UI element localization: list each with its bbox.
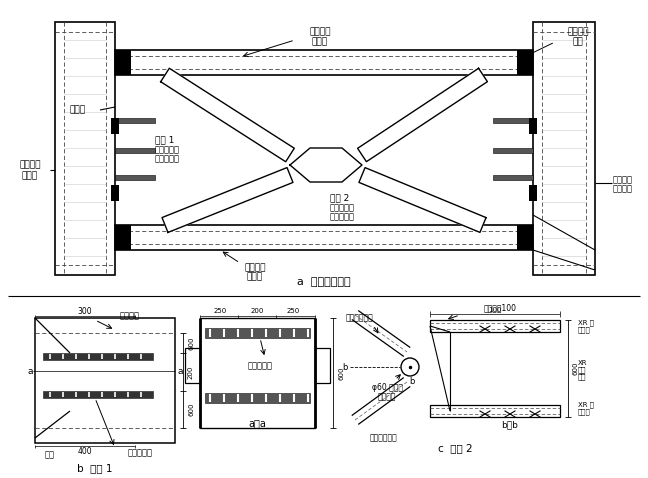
Text: 焊后: 焊后	[578, 367, 586, 373]
Bar	[115, 50, 533, 75]
Text: c  节点 2: c 节点 2	[437, 443, 472, 453]
Text: 节点 2: 节点 2	[330, 194, 349, 203]
Bar	[493, 148, 533, 153]
Text: 外筒框架: 外筒框架	[19, 161, 41, 170]
Text: 后磨平: 后磨平	[578, 409, 591, 415]
Bar	[205, 393, 310, 403]
Text: 钢管柱: 钢管柱	[22, 172, 38, 181]
Text: 600: 600	[338, 366, 344, 380]
Polygon shape	[162, 168, 293, 232]
Text: 现场焊缝100: 现场焊缝100	[483, 304, 516, 313]
Text: 虚交点: 虚交点	[70, 106, 86, 115]
Polygon shape	[359, 168, 486, 232]
Text: a: a	[177, 367, 183, 376]
Text: 伸臂桁架腹: 伸臂桁架腹	[330, 204, 355, 213]
Bar	[115, 225, 533, 250]
Text: 300: 300	[78, 306, 92, 315]
Text: 后磨平: 后磨平	[578, 326, 591, 333]
Text: 临时连接板: 临时连接板	[128, 448, 152, 457]
Text: a－a: a－a	[248, 418, 266, 428]
Bar	[200, 318, 315, 428]
Text: b－b: b－b	[502, 421, 518, 430]
Bar	[533, 22, 595, 275]
Bar	[315, 348, 330, 383]
Text: 伸臂桁架弦: 伸臂桁架弦	[155, 145, 180, 154]
Bar	[185, 348, 200, 383]
Text: b: b	[410, 378, 415, 387]
Text: a: a	[27, 367, 33, 376]
Text: 伸臂桁架
上弦杆: 伸臂桁架 上弦杆	[309, 27, 330, 47]
Text: 600: 600	[188, 336, 194, 350]
Bar	[529, 185, 537, 201]
Text: 销轴连接: 销轴连接	[378, 392, 396, 402]
Text: XR 焊: XR 焊	[578, 402, 594, 408]
Bar	[115, 175, 155, 180]
Text: b  节点 1: b 节点 1	[77, 463, 113, 473]
Polygon shape	[290, 148, 362, 182]
Text: 磨平: 磨平	[578, 374, 586, 380]
Text: 200: 200	[250, 308, 264, 314]
Text: 架钢管柱: 架钢管柱	[613, 185, 633, 194]
Text: 400: 400	[78, 446, 92, 456]
Text: XR 焊: XR 焊	[578, 320, 594, 326]
Text: 现场连接
焊缝: 现场连接 焊缝	[567, 27, 589, 47]
Bar	[517, 225, 533, 250]
Text: 柱壁: 柱壁	[45, 450, 55, 459]
Text: 600: 600	[188, 403, 194, 416]
Bar	[111, 118, 119, 134]
Bar	[35, 318, 175, 443]
Bar	[517, 50, 533, 75]
Bar	[493, 118, 533, 123]
Text: 100: 100	[488, 307, 502, 313]
Bar	[205, 328, 310, 338]
Text: 下弦杆: 下弦杆	[247, 272, 263, 282]
Bar	[529, 118, 537, 134]
Bar	[430, 320, 560, 332]
Text: 杆临时连接: 杆临时连接	[330, 213, 355, 221]
Polygon shape	[161, 68, 294, 162]
Text: φ60 的销轴: φ60 的销轴	[371, 383, 402, 392]
Polygon shape	[358, 68, 487, 162]
Bar	[43, 391, 153, 398]
Bar	[430, 405, 560, 417]
Bar	[115, 148, 155, 153]
Text: 杆临时连接: 杆临时连接	[155, 154, 180, 163]
Circle shape	[401, 358, 419, 376]
Text: 核心简框: 核心简框	[613, 175, 633, 185]
Text: 节点 1: 节点 1	[155, 135, 174, 144]
Text: 现场焊缝: 现场焊缝	[120, 312, 140, 321]
Text: 伸臂桁架弦杆: 伸臂桁架弦杆	[346, 314, 374, 323]
Bar	[115, 118, 155, 123]
Text: 伸臂桁架腹杆: 伸臂桁架腹杆	[369, 434, 397, 443]
Bar	[115, 225, 131, 250]
Text: XR: XR	[578, 360, 588, 366]
Text: 伸臂桁架: 伸臂桁架	[244, 263, 266, 272]
Text: b: b	[343, 362, 348, 371]
Text: 250: 250	[213, 308, 227, 314]
Bar	[115, 50, 131, 75]
Text: 临时连接板: 临时连接板	[248, 361, 273, 370]
Text: 600: 600	[572, 361, 578, 375]
Bar	[43, 353, 153, 360]
Text: 200: 200	[188, 365, 194, 379]
Bar	[55, 22, 115, 275]
Text: a  伸臂桁架剖面: a 伸臂桁架剖面	[297, 277, 351, 287]
Bar	[111, 185, 119, 201]
Bar	[493, 175, 533, 180]
Text: 250: 250	[286, 308, 299, 314]
